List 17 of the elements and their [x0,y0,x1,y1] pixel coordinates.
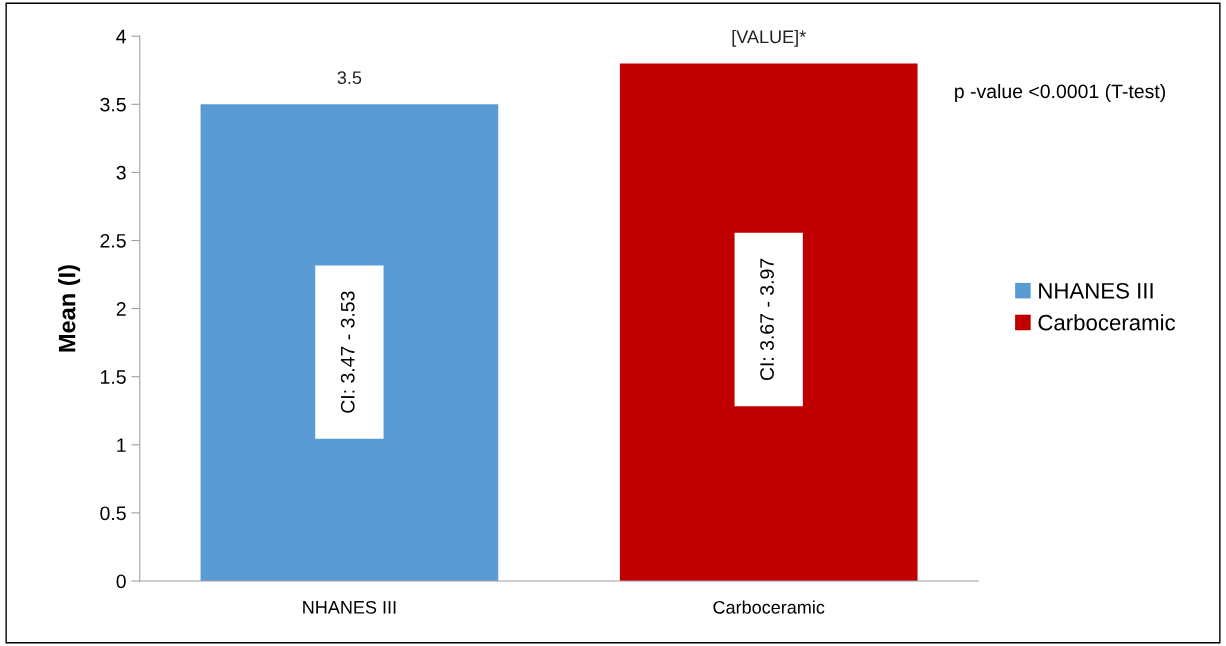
y-tick-label: 1.5 [101,370,126,384]
annotation: CI: 3.67 - 3.97 [760,258,774,381]
y-tick-label: 4 [116,29,126,44]
legend-label: NHANES III [1039,282,1153,299]
annotation: p -value <0.0001 (T-test) [955,83,1165,103]
annotation: CI: 3.47 - 3.53 [340,291,355,413]
y-axis-title: Mean (I) [58,265,81,352]
y-tick-label: 3 [116,165,126,180]
y-tick-label: 2 [116,302,126,316]
y-tick-label: 0.5 [100,506,126,521]
y-tick-label: 1 [117,438,126,452]
y-tick-label: 3.5 [100,97,126,112]
legend-label: Carboceramic [1038,314,1176,331]
y-tick-label: 0 [116,574,126,589]
data-label: [VALUE]* [732,29,806,47]
data-label: 3.5 [337,71,362,85]
y-tick-label: 2.5 [100,233,126,248]
